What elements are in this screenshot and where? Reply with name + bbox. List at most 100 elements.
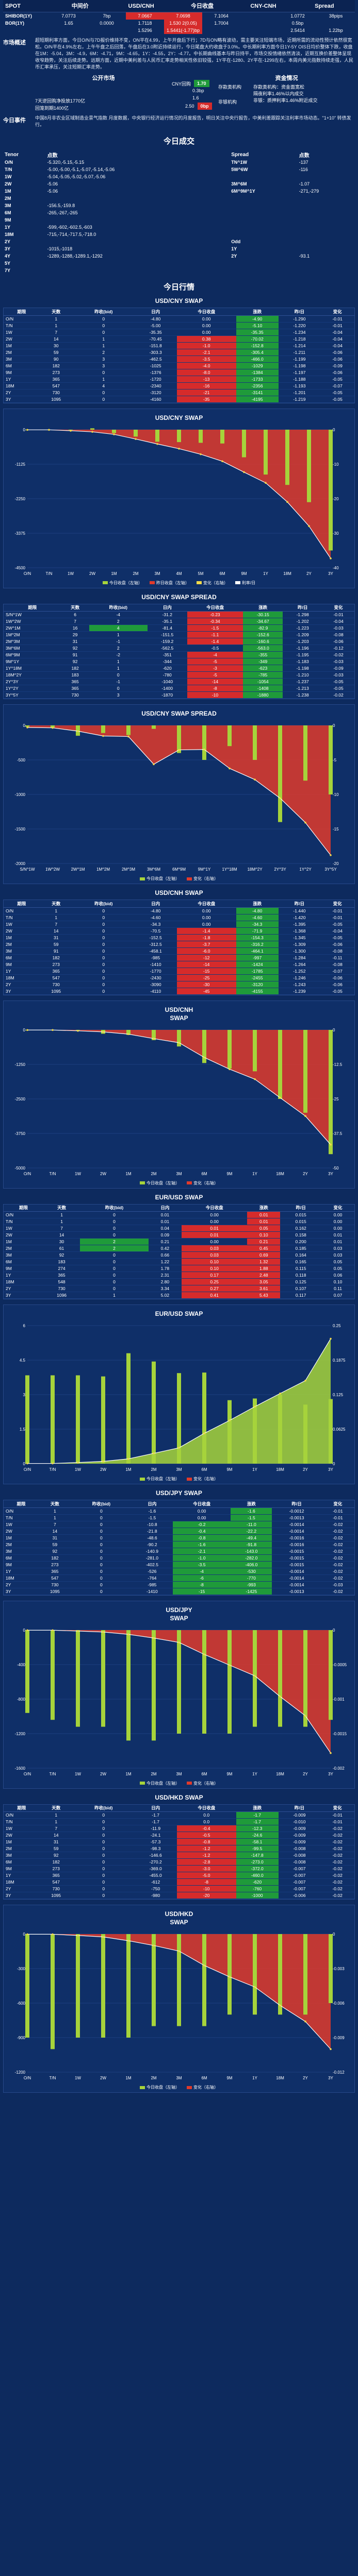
table-cell: 274 <box>43 1265 80 1272</box>
quote-cell <box>202 27 240 34</box>
x-tick-label: 4M <box>176 571 182 576</box>
table-cell: 0 <box>71 1534 132 1541</box>
table-cell: -1408 <box>243 685 283 692</box>
table-cell: -0.4 <box>176 1825 236 1832</box>
funds-label-bank: 存款类机构 <box>218 84 242 90</box>
y2-tick-label: 0 <box>333 1028 335 1032</box>
table-cell: -4160 <box>134 396 177 403</box>
chart4-chart-title: EUR/USD SWAP <box>155 1310 203 1317</box>
table-cell: 1095 <box>39 1892 73 1899</box>
table-cell: 0.0 <box>176 1818 236 1825</box>
table-cell: -3.5 <box>176 355 236 363</box>
table-cell: 3.05 <box>247 1278 281 1285</box>
table-cell: -282.0 <box>231 1554 272 1562</box>
y2-tick-label: -37.5 <box>333 1131 343 1136</box>
table-cell: 1W <box>4 1521 39 1528</box>
table-cell: -0.11 <box>320 954 354 961</box>
tenor-cell <box>298 267 355 274</box>
table-cell: -0.0014 <box>272 1581 321 1588</box>
change-bar <box>253 725 257 760</box>
table-cell: -1.6 <box>231 1507 272 1515</box>
table-row: 2W 14 0 -70.5 -1.4 -71.9 -1.368 -0.04 <box>4 927 354 935</box>
y2-tick-label: -0.002 <box>333 1766 345 1771</box>
table-cell: -0.02 <box>321 1588 354 1595</box>
y-tick-label: 1.5 <box>20 1427 26 1432</box>
y-tick-label: 0 <box>23 1028 26 1032</box>
table-cell: -0.03 <box>321 1581 354 1588</box>
table-cell: -0.006 <box>278 1892 321 1899</box>
table-row: 2W 14 1 -70.45 0.38 -70.02 -1.218 -0.04 <box>4 335 354 343</box>
y-tick-label: -1125 <box>15 462 25 467</box>
table-cell: -1.246 <box>278 974 321 981</box>
table-row: 2M 59 0 -312.5 -3.7 -316.2 -1.309 -0.06 <box>4 941 354 948</box>
table-cell: -70.5 <box>134 927 177 935</box>
close-point <box>26 1028 28 1031</box>
table-cell: -0.04 <box>320 927 354 935</box>
close-point <box>254 1405 256 1408</box>
table-cell: 0.015 <box>280 1211 322 1218</box>
table-cell: 0.125 <box>280 1278 322 1285</box>
close-point <box>52 726 54 729</box>
table-cell: -1.6 <box>172 1541 231 1548</box>
table-cell: 0.04 <box>148 1225 182 1232</box>
close-point <box>265 481 267 484</box>
table-row: 2M 59 2 -303.3 -2.1 -305.4 -1.211 -0.06 <box>4 349 354 356</box>
table-cell: -0.08 <box>320 947 354 955</box>
table-cell: -0.008 <box>278 1845 321 1852</box>
table-row: 9M^1Y 92 1 -344 -5 -349 -1.183 -0.03 <box>4 658 354 665</box>
tenor-cell: 7Y <box>5 268 11 273</box>
y-tick-label: -1000 <box>15 792 26 797</box>
close-point <box>127 735 129 738</box>
legend-swatch-icon <box>140 2086 145 2089</box>
chart4-svg: 0 0 1.5 0.0625 3 0.125 4.5 0.1875 6 0.25 O/N T/N 1W 2… <box>20 1324 346 1472</box>
tenor-cell <box>222 224 230 231</box>
x-tick-label: 2W <box>100 1172 106 1176</box>
table-cell: 0 <box>71 1548 132 1555</box>
x-tick-label: 9M <box>226 1467 232 1472</box>
table-cell: -455.0 <box>134 1872 177 1879</box>
tenor-row: 18M -715,-714,-717.5,-718.0 <box>3 231 355 238</box>
table-cell: 18M <box>4 1278 44 1285</box>
table-cell: -0.08 <box>322 631 354 638</box>
col-head: 今日收盘 <box>172 1500 231 1508</box>
close-point <box>102 1030 104 1033</box>
usdcnh-section: USD/CNH SWAP 期限 天数 昨收(bid) 日内 今日收盘 涨跌 昨/日 变化 O/N 1… <box>3 889 355 995</box>
table-cell: 1 <box>39 914 73 921</box>
quote-cell: 7.1064 <box>214 13 229 19</box>
table-cell: 3Y <box>4 396 40 403</box>
table-row: 3Y 1095 0 -1410 -15 -1425 -0.0013 -0.02 <box>4 1588 354 1595</box>
x-tick-label: T/N <box>50 1172 56 1176</box>
table-cell: -0.02 <box>320 1845 354 1852</box>
table-cell: 2 <box>80 1245 149 1252</box>
change-bar <box>303 1934 307 2015</box>
tenor-cell: 5Y <box>5 261 11 266</box>
col-head: 日内 <box>147 604 187 612</box>
x-tick-label: 6M <box>201 1172 207 1176</box>
tenor-row: 4Y -1289,-1288,-1289.1,-1292 2Y -93.1 <box>3 252 355 260</box>
table-cell: -5 <box>187 671 243 679</box>
x-tick-label: 2Y^3Y <box>274 867 286 872</box>
table-cell: -0.02 <box>320 1878 354 1886</box>
table-cell: 0 <box>71 1521 132 1528</box>
table-cell: 0.01 <box>181 1231 248 1239</box>
table-cell: -0.05 <box>320 389 354 396</box>
table-cell: -312.5 <box>134 941 177 948</box>
tenor-cell: -137 <box>299 160 308 165</box>
chart6-legend: 今日收盘（左轴） 变化（右轴） <box>4 2083 354 2092</box>
y-tick-label: -2500 <box>15 1097 26 1101</box>
table-row: S/N^1W 6 -4 -31.2 -0.23 -30.15 -1.298 -0.01 <box>4 611 354 618</box>
quote-cell: 1.7118 <box>138 21 152 26</box>
tenor-cell <box>298 238 355 245</box>
quote-cell: 1.5296 <box>138 28 152 33</box>
table-cell: -58.1 <box>236 1838 279 1845</box>
table-cell: -12.3 <box>236 1825 279 1832</box>
close-point <box>330 1337 332 1340</box>
legend-swatch-icon <box>149 581 155 585</box>
col-head: 期限 <box>4 1500 39 1508</box>
y2-tick-label: -0.009 <box>333 2036 345 2040</box>
table-cell: -462.5 <box>134 355 177 363</box>
table-cell: 0.11 <box>321 1285 354 1292</box>
table-cell: -1.183 <box>283 658 323 665</box>
table-cell: 1M <box>4 1238 44 1245</box>
tenor-cell: -1015,-1018 <box>47 246 73 251</box>
